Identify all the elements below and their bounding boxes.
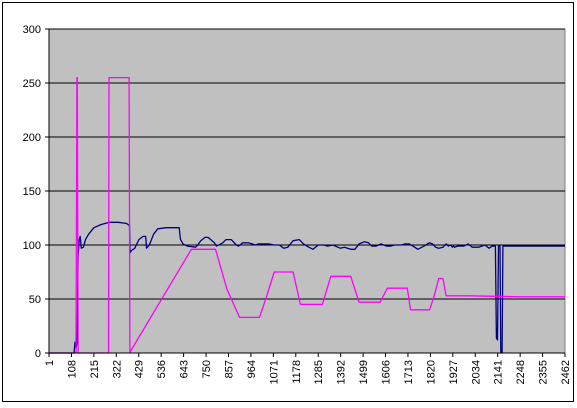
- x-tick-label: 2034: [470, 360, 482, 384]
- x-tick-label: 1713: [403, 360, 415, 384]
- x-tick-label: 215: [89, 360, 101, 378]
- chart-frame: 0 50 100 150 200 250 300 1 108 215 322 429 536 643 750…: [2, 2, 574, 402]
- y-tick-label: 250: [23, 78, 41, 90]
- x-tick-label: 1: [44, 360, 56, 366]
- axes: 0 50 100 150 200 250 300 1 108 215 322 429 536 643 750…: [23, 24, 572, 384]
- x-tick-label: 322: [111, 360, 123, 378]
- y-tick-label: 100: [23, 240, 41, 252]
- x-tick-label: 536: [156, 360, 168, 378]
- x-tick-label: 750: [201, 360, 213, 378]
- x-tick-label: 1499: [358, 360, 370, 384]
- x-tick-label: 1606: [381, 360, 393, 384]
- x-tick-label: 964: [246, 360, 258, 378]
- x-tick-label: 643: [179, 360, 191, 378]
- x-tick-label: 1392: [336, 360, 348, 384]
- y-tick-label: 150: [23, 186, 41, 198]
- x-tick-label: 108: [66, 360, 78, 378]
- x-tick-label: 2141: [493, 360, 505, 384]
- x-tick-label: 2248: [515, 360, 527, 384]
- x-tick-label: 1285: [313, 360, 325, 384]
- y-tick-label: 200: [23, 132, 41, 144]
- y-tick-label: 300: [23, 24, 41, 36]
- x-tick-label: 2355: [538, 360, 550, 384]
- x-tick-label: 857: [223, 360, 235, 378]
- y-tick-label: 50: [29, 294, 41, 306]
- x-tick-label: 2462: [560, 360, 572, 384]
- x-tick-label: 1178: [291, 360, 303, 384]
- series-line-1: [49, 221, 565, 354]
- line-chart: 0 50 100 150 200 250 300 1 108 215 322 429 536 643 750…: [23, 24, 572, 384]
- gridlines: [49, 28, 565, 300]
- x-tick-label: 429: [134, 360, 146, 378]
- y-tick-label: 0: [35, 348, 41, 360]
- x-tick-label: 1071: [268, 360, 280, 384]
- x-tick-label: 1820: [425, 360, 437, 384]
- x-tick-label: 1927: [448, 360, 460, 384]
